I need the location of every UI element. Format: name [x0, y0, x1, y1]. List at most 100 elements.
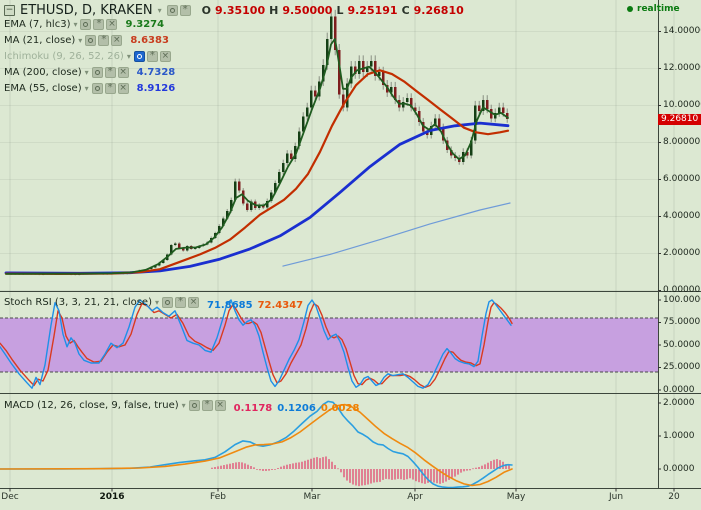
price-tick-label: 100.0000 — [663, 294, 701, 305]
close-icon[interactable]: × — [188, 296, 200, 308]
indicator-dropdown-caret[interactable]: ▾ — [78, 35, 83, 45]
gear-icon[interactable]: * — [175, 296, 187, 308]
indicator-value: 8.6383 — [130, 34, 169, 46]
ohlc-letter: O — [201, 3, 212, 17]
indicator-row: EMA (7, hlc3) ▾ * × 9.3274 — [4, 16, 175, 32]
eye-icon[interactable] — [188, 399, 200, 411]
indicator-value: 71.8685 — [207, 299, 253, 311]
realtime-label: realtime — [637, 4, 680, 14]
close-icon[interactable]: × — [106, 18, 118, 30]
indicator-dropdown-caret[interactable]: ▾ — [126, 51, 131, 61]
price-tick-label: 6.00000 — [663, 174, 701, 184]
indicator-value: 0.0028 — [320, 402, 360, 414]
stoch-rsi-label[interactable]: Stoch RSI (3, 3, 21, 21, close) — [4, 296, 152, 308]
symbol-dropdown-caret[interactable]: ▾ — [157, 5, 162, 15]
close-icon[interactable]: × — [117, 82, 129, 94]
indicator-dropdown-caret[interactable]: ▾ — [73, 19, 78, 29]
gear-icon[interactable]: * — [201, 399, 213, 411]
price-tick-label: 4.00000 — [663, 211, 701, 221]
realtime-dot-icon — [627, 6, 633, 12]
ohlc-letter: L — [336, 3, 344, 17]
time-tick-label: Jun — [608, 492, 624, 502]
price-tick-label: 25.0000 — [663, 362, 701, 372]
ohlc-letter: H — [269, 3, 279, 17]
indicator-value: 72.4347 — [257, 299, 304, 311]
price-tick-label: 12.00000 — [663, 63, 701, 73]
price-tick-label: 0.0000 — [663, 384, 695, 395]
ohlc-value: 9.26810 — [413, 3, 464, 17]
price-tick-label: 75.0000 — [663, 317, 701, 327]
close-icon[interactable]: × — [117, 66, 129, 78]
indicator-label[interactable]: EMA (55, close) — [4, 82, 82, 94]
indicator-buttons: * × — [133, 50, 171, 62]
eye-icon[interactable] — [91, 82, 103, 94]
indicator-label[interactable]: MA (200, close) — [4, 66, 82, 78]
gear-icon[interactable]: * — [104, 82, 116, 94]
ohlc-values: O 9.35100 H 9.50000 L 9.25191 C 9.26810 — [202, 4, 464, 17]
indicator-value: 9.3274 — [125, 18, 165, 30]
time-tick-label: Feb — [210, 492, 226, 502]
ohlc-value: 9.50000 — [282, 3, 333, 17]
eye-icon[interactable] — [91, 66, 103, 78]
price-tick-label: 0.0000 — [663, 463, 695, 474]
price-tick-label: 0.00000 — [663, 285, 701, 295]
symbol-buttons: * — [166, 4, 191, 16]
symbol-header: − ETHUSD, D, KRAKEN ▾ * O 9.35100 H 9.50000… — [4, 2, 464, 18]
time-tick-label: 20 — [668, 492, 680, 502]
indicator-row: EMA (55, close) ▾ * × 8.9126 — [4, 80, 175, 96]
indicator-row: MA (200, close) ▾ * × 4.7328 — [4, 64, 175, 80]
indicator-dropdown-caret[interactable]: ▾ — [84, 67, 89, 77]
stoch-rsi-legend: Stoch RSI (3, 3, 21, 21, close) ▾ * × 71.… — [4, 294, 304, 311]
eye-icon[interactable] — [166, 4, 178, 16]
stoch-dropdown-caret[interactable]: ▾ — [155, 297, 160, 307]
indicator-buttons: * × — [91, 82, 129, 94]
price-tick-label: 8.00000 — [663, 137, 701, 147]
eye-icon[interactable] — [80, 18, 92, 30]
price-tick-label: 10.00000 — [663, 100, 701, 110]
eye-icon[interactable] — [85, 34, 97, 46]
indicator-value: 0.1178 — [233, 402, 273, 414]
time-tick-label: May — [506, 492, 526, 502]
time-tick-label: Dec — [1, 492, 19, 502]
indicator-label[interactable]: EMA (7, hlc3) — [4, 18, 71, 30]
indicator-legend: EMA (7, hlc3) ▾ * × 9.3274 MA (21, close) ▾ * × 8… — [4, 16, 175, 96]
price-tick-label: 50.0000 — [663, 339, 701, 350]
indicator-value: 0.1206 — [277, 402, 316, 414]
macd-label[interactable]: MACD (12, 26, close, 9, false, true) — [4, 399, 179, 411]
indicator-dropdown-caret[interactable]: ▾ — [84, 83, 89, 93]
collapse-panel-button[interactable]: − — [4, 4, 15, 16]
realtime-status: realtime — [627, 4, 680, 14]
indicator-buttons: * × — [80, 18, 118, 30]
gear-icon[interactable]: * — [98, 34, 110, 46]
price-tick-label: 14.00000 — [663, 26, 701, 36]
ohlc-value: 9.25191 — [347, 3, 398, 17]
indicator-value: 8.9126 — [136, 82, 176, 94]
indicator-row: MA (21, close) ▾ * × 8.6383 — [4, 32, 175, 48]
eye-icon[interactable] — [162, 296, 174, 308]
time-tick-label: 2016 — [99, 492, 125, 502]
gear-icon[interactable]: * — [179, 4, 191, 16]
symbol-title[interactable]: ETHUSD, D, KRAKEN — [20, 2, 153, 18]
indicator-value: 4.7328 — [136, 66, 176, 78]
price-tick-label: 1.0000 — [663, 430, 695, 441]
gear-icon[interactable]: * — [93, 18, 105, 30]
indicator-buttons: * × — [188, 399, 226, 411]
indicator-buttons: * × — [162, 296, 200, 308]
close-icon[interactable]: × — [214, 399, 226, 411]
ohlc-letter: C — [401, 3, 410, 17]
indicator-buttons: * × — [91, 66, 129, 78]
price-tick-label: 2.0000 — [663, 397, 695, 408]
close-icon[interactable]: × — [111, 34, 123, 46]
gear-icon[interactable]: * — [104, 66, 116, 78]
macd-dropdown-caret[interactable]: ▾ — [181, 400, 186, 410]
time-tick-label: Mar — [303, 492, 321, 502]
ohlc-value: 9.35100 — [215, 3, 266, 17]
close-icon[interactable]: × — [159, 50, 171, 62]
eye-icon[interactable] — [133, 50, 145, 62]
gear-icon[interactable]: * — [146, 50, 158, 62]
indicator-label[interactable]: Ichimoku (9, 26, 52, 26) — [4, 50, 124, 62]
indicator-label[interactable]: MA (21, close) — [4, 34, 76, 46]
indicator-row: Ichimoku (9, 26, 52, 26) ▾ * × — [4, 48, 175, 64]
